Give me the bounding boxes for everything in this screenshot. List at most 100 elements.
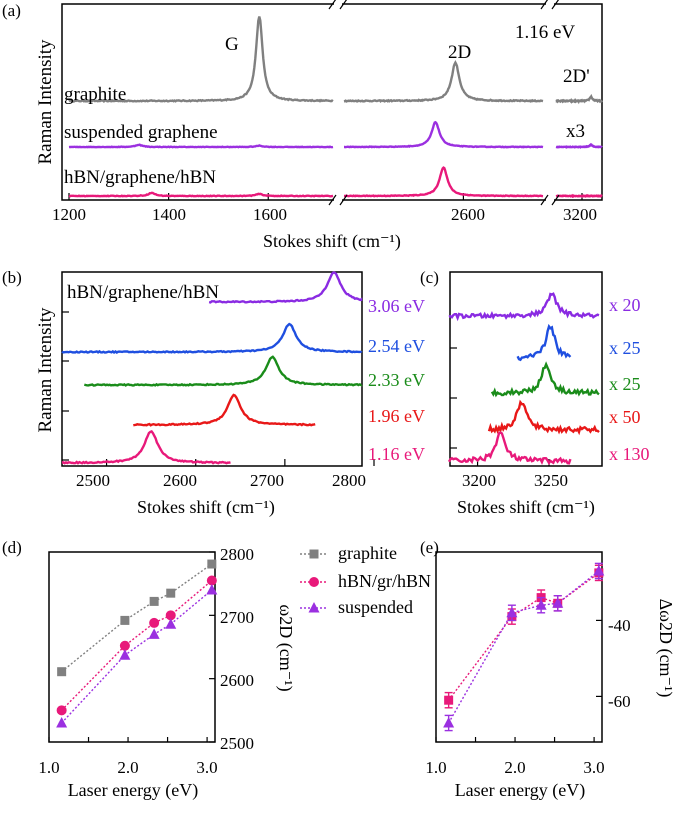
c-xtick-3250: 3250 [534,471,568,490]
legend-label-hbn: hBN/gr/hBN [338,571,431,591]
excitation-energy-label: 1.16 eV [515,22,575,43]
d-point-graphite [207,559,217,569]
a-y-axis-label: Raman Intensity [35,39,56,165]
e-point-suspended [593,565,605,576]
series-label-suspended: suspended graphene [64,122,218,143]
a-curve-suspended-seg2 [555,142,603,149]
e-point-suspended [443,717,455,728]
peak-label-g: G [225,34,239,55]
a-xtick-2600: 2600 [451,205,485,224]
d-point-hbn [149,617,160,628]
b-xtick-2700: 2700 [250,471,284,490]
d-point-graphite [120,615,130,625]
d-point-suspended [148,628,160,639]
b-curve-e254 [61,322,363,355]
a-xtick-3200: 3200 [563,205,597,224]
panel-label-c: (c) [420,268,439,287]
panel-c: (c) x 20 x 25 x 25 x 50 x 130 3200 3250 Stok… [420,268,650,518]
b-curve-e196 [133,393,316,427]
a-curve-hbn-seg0 [68,191,334,198]
d-line-hbn [61,579,213,711]
a-xtick-1200: 1200 [52,205,86,224]
c-curve-e254 [516,323,572,362]
d-point-hbn [56,705,67,716]
panel-c-scale-labels: x 20 x 25 x 25 x 50 x 130 [609,295,650,464]
d-point-suspended [206,584,218,595]
d-ytick-2600: 2600 [220,671,254,690]
e-point-suspended [552,597,564,608]
legend-label-suspended: suspended [338,597,413,617]
axis-break-marks [328,0,560,208]
panel-d-plot [56,559,218,728]
panel-e-frame [435,551,603,743]
panel-d-ticks [48,551,215,743]
d-x-axis-label: Laser energy (eV) [68,780,199,801]
a-curve-hbn-seg2 [555,193,603,199]
a-xtick-1600: 1600 [253,205,287,224]
b-energy-label-e254: 2.54 eV [368,336,425,356]
e-x-axis-label: Laser energy (eV) [455,780,586,801]
legend-marker-hbn [309,577,319,587]
panel-b-frame [61,271,363,467]
b-curve-e306 [208,271,363,304]
d-point-hbn [165,610,176,621]
c-scale-label-e306: x 20 [609,295,641,315]
b-xtick-2500: 2500 [76,471,110,490]
d-point-suspended [165,618,177,629]
b-energy-label-e196: 1.96 eV [368,406,425,426]
d-line-graphite [61,563,213,673]
panel-a-curves [68,16,603,199]
d-y-axis-label: ω2D (cm⁻¹) [275,604,296,691]
b-energy-label-e116: 1.16 eV [368,444,425,464]
d-point-suspended [56,717,68,728]
e-line-suspended [447,570,600,724]
peak-label-2d-prime: 2D' [563,66,590,87]
e-point-hbn [444,695,454,705]
peak-label-2d: 2D [448,42,471,63]
c-xtick-3200: 3200 [462,471,496,490]
legend-marker-suspended [308,602,320,613]
c-scale-label-e196: x 50 [609,407,641,427]
e-line-hbn [448,572,600,701]
panel-label-a: (a) [2,1,21,20]
panel-label-d: (d) [2,538,22,557]
d-point-graphite [57,667,67,677]
e-xtick-2: 2.0 [504,758,525,777]
legend-label-graphite: graphite [338,543,397,563]
a-x-axis-label: Stokes shift (cm⁻¹) [263,231,401,252]
panel-b-energy-labels: 3.06 eV 2.54 eV 2.33 eV 1.96 eV 1.16 eV [368,296,425,464]
d-point-suspended [119,649,131,660]
panel-c-frame [449,271,603,467]
panel-a: (a) G 2D 2D' 1.16 eV graphite suspended … [2,0,603,252]
b-energy-label-e233: 2.33 eV [368,370,425,390]
e-ytick-minus60: -60 [608,692,631,711]
e-xtick-3: 3.0 [583,758,604,777]
a-curve-suspended-seg1 [344,120,544,149]
e-point-suspended [535,599,547,610]
d-point-hbn [206,575,217,586]
b-curve-e116 [61,429,231,465]
d-ytick-2500: 2500 [220,734,254,753]
panel-b-curves [61,271,363,465]
d-ytick-2700: 2700 [220,608,254,627]
legend: graphite hBN/gr/hBN suspended [300,543,431,617]
series-label-graphite: graphite [64,84,126,105]
series-label-hbn: hBN/graphene/hBN [64,167,216,188]
panel-c-curves [447,292,600,466]
c-curve-e196 [487,399,600,436]
panel-c-ticks [450,347,550,466]
b-energy-label-e306: 3.06 eV [368,296,425,316]
panel-e-ticks [435,619,602,742]
panel-d-frame [48,551,216,743]
d-point-hbn [119,640,130,651]
a-curve-hbn-seg1 [344,166,544,198]
panel-b-ticks [62,311,375,466]
e-ytick-minus40: -40 [608,616,631,635]
scale-note-x3: x3 [566,121,585,142]
c-x-axis-label: Stokes shift (cm⁻¹) [457,497,595,518]
b-y-axis-label: Raman Intensity [35,307,56,433]
panel-b-annotation: hBN/graphene/hBN [67,282,219,303]
c-curve-e233 [490,361,600,398]
panel-label-e: (e) [420,538,439,557]
d-point-graphite [149,596,159,606]
